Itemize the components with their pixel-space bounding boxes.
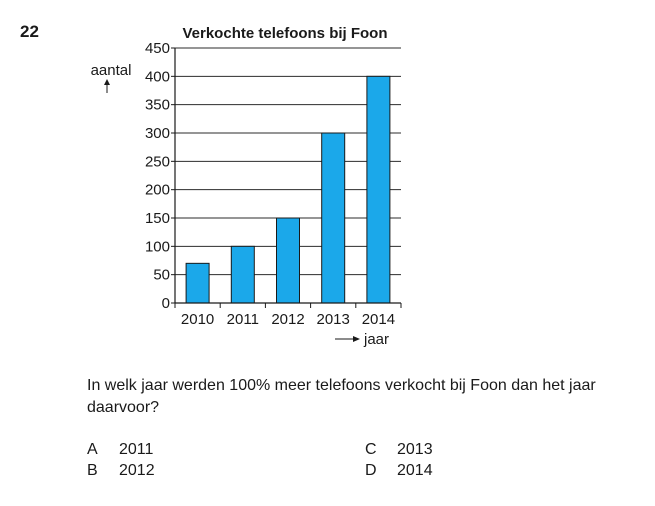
bar-2010 <box>185 262 210 304</box>
option-letter: D <box>365 462 377 479</box>
y-tick-label: 400 <box>145 68 170 85</box>
y-tick-label: 200 <box>145 182 170 199</box>
x-axis-arrow-icon <box>335 336 360 342</box>
question-number: 22 <box>20 22 39 41</box>
bar-2012 <box>276 217 300 304</box>
y-tick-label: 50 <box>153 267 170 284</box>
y-tick-label: 300 <box>145 125 170 142</box>
option-letter: C <box>365 441 377 458</box>
option-d[interactable]: D 2014 <box>365 461 433 481</box>
option-text: 2013 <box>397 441 433 458</box>
option-b[interactable]: B 2012 <box>87 461 155 481</box>
option-letter: B <box>87 462 98 479</box>
y-tick-label: 100 <box>145 238 170 255</box>
x-tick-labels: 2010 2011 2012 2013 2014 <box>181 311 395 328</box>
y-axis-arrow-icon <box>104 79 110 93</box>
y-tick-label: 150 <box>145 210 170 227</box>
bar-chart: Verkochte telefoons bij Foon 0 50 100 150 20… <box>91 25 402 348</box>
bar-2014 <box>366 75 391 304</box>
x-tick-label: 2012 <box>271 311 304 328</box>
option-text: 2014 <box>397 462 433 479</box>
y-tick-labels: 0 50 100 150 200 250 300 350 400 450 <box>145 40 170 312</box>
y-tick-label: 450 <box>145 40 170 57</box>
question-text: In welk jaar werden 100% meer telefoons … <box>87 377 596 416</box>
chart-axes <box>174 48 402 308</box>
bar-2013 <box>321 132 346 304</box>
x-axis-label: jaar <box>363 331 389 348</box>
x-tick-label: 2014 <box>362 311 395 328</box>
chart-title: Verkochte telefoons bij Foon <box>182 25 387 42</box>
chart-bars <box>185 75 391 304</box>
option-letter: A <box>87 441 98 458</box>
y-tick-label: 0 <box>162 295 170 312</box>
option-text: 2012 <box>119 462 155 479</box>
x-tick-label: 2010 <box>181 311 214 328</box>
y-axis-label: aantal <box>91 62 132 79</box>
option-text: 2011 <box>119 441 154 458</box>
y-tick-label: 350 <box>145 97 170 114</box>
x-tick-label: 2011 <box>227 311 259 328</box>
option-a[interactable]: A 2011 <box>87 440 153 460</box>
option-c[interactable]: C 2013 <box>365 440 433 460</box>
bar-2011 <box>230 245 255 304</box>
x-tick-label: 2013 <box>317 311 350 328</box>
y-tick-label: 250 <box>145 153 170 170</box>
